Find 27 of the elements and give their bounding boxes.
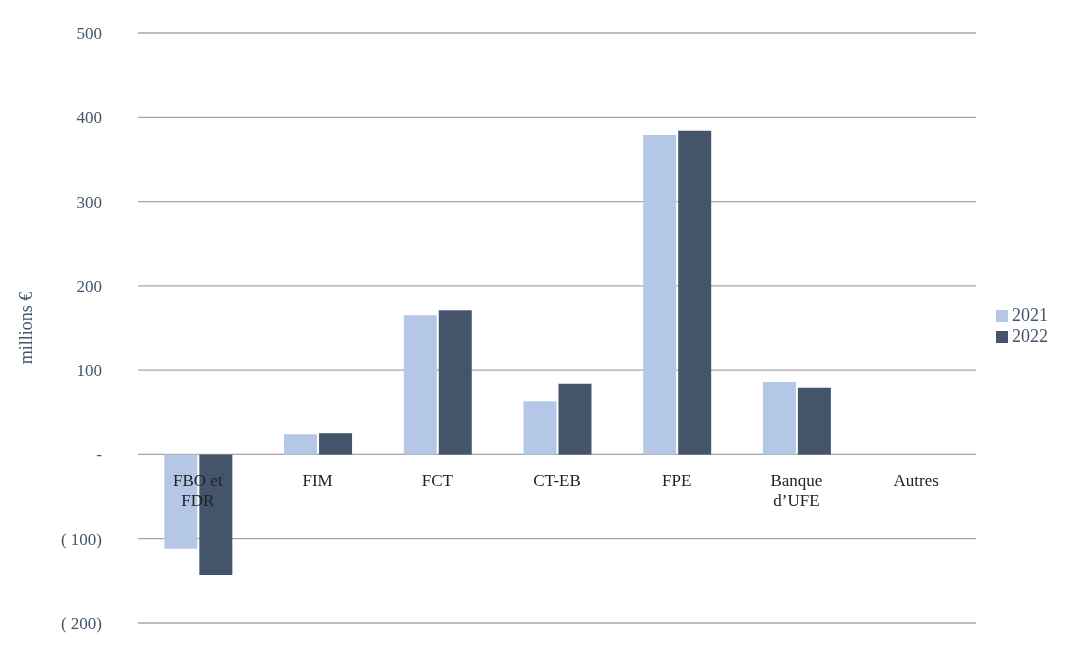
x-tick-label: FCT bbox=[421, 471, 454, 491]
x-tick-label: FPE bbox=[662, 471, 692, 491]
x-tick-label: Banque d’UFE bbox=[770, 471, 823, 511]
y-tick-label: 200 bbox=[76, 276, 102, 296]
bar bbox=[438, 310, 472, 455]
bar bbox=[403, 315, 437, 455]
x-tick-label: FIM bbox=[302, 471, 333, 491]
bar bbox=[284, 434, 318, 455]
y-tick-label: 300 bbox=[76, 192, 102, 212]
y-tick-label: 500 bbox=[76, 24, 102, 44]
bar bbox=[558, 383, 592, 455]
bar bbox=[643, 134, 677, 455]
y-tick-label: - bbox=[96, 445, 103, 465]
x-tick-label: CT-EB bbox=[533, 471, 581, 491]
y-axis-title: millions € bbox=[16, 291, 37, 365]
y-tick-label: 100 bbox=[76, 361, 102, 381]
x-tick-label: Autres bbox=[893, 471, 939, 491]
y-tick-label: 400 bbox=[76, 108, 102, 128]
bar bbox=[319, 433, 353, 455]
y-tick-label: ( 100) bbox=[60, 529, 102, 549]
y-tick-label: ( 200) bbox=[60, 614, 102, 634]
bar bbox=[797, 387, 831, 455]
legend-label: 2022 bbox=[1012, 325, 1048, 346]
bar bbox=[678, 130, 712, 455]
legend-label: 2021 bbox=[1012, 304, 1048, 325]
bar bbox=[523, 401, 557, 455]
bar bbox=[762, 381, 796, 455]
